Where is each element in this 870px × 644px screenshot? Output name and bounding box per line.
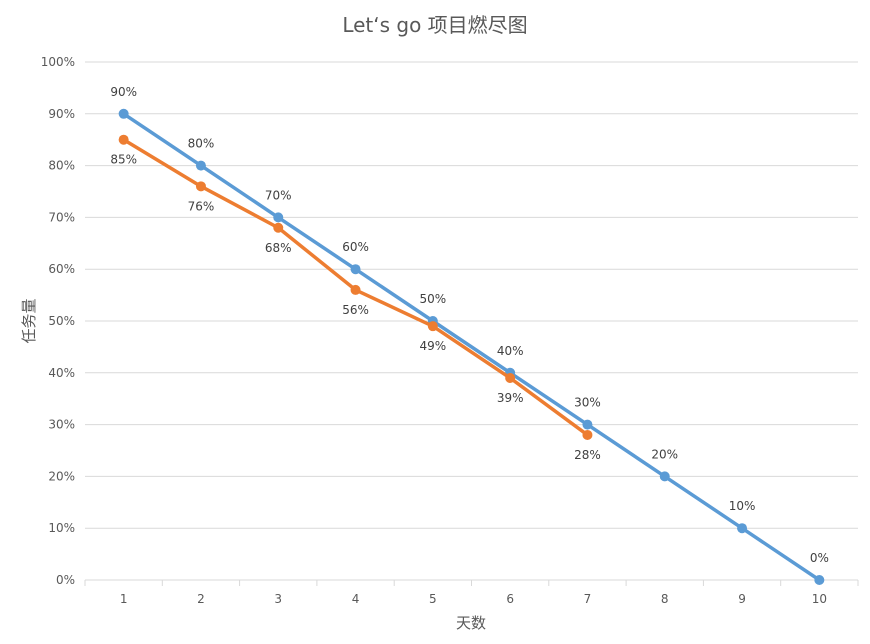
data-point <box>350 264 361 275</box>
data-point <box>582 429 593 440</box>
data-label: 68% <box>265 241 292 255</box>
data-point <box>814 575 825 585</box>
y-axis-title: 任务量 <box>20 298 38 343</box>
data-label: 60% <box>342 240 369 254</box>
data-label: 80% <box>188 137 215 151</box>
y-tick-label: 100% <box>41 55 75 69</box>
data-point <box>582 419 593 430</box>
y-tick-label: 70% <box>48 210 75 224</box>
data-point <box>195 160 206 171</box>
data-point <box>273 212 284 223</box>
y-tick-label: 90% <box>48 107 75 121</box>
data-label: 28% <box>574 448 601 462</box>
data-point <box>737 523 748 534</box>
y-tick-label: 60% <box>48 262 75 276</box>
data-label: 70% <box>265 188 292 202</box>
data-label: 85% <box>110 153 137 167</box>
x-tick-label: 3 <box>274 592 282 606</box>
data-label: 50% <box>420 292 447 306</box>
gridlines <box>85 61 858 581</box>
data-label: 90% <box>110 85 137 99</box>
data-label: 76% <box>188 199 215 213</box>
x-tick-label: 9 <box>738 592 746 606</box>
data-point <box>350 284 361 295</box>
x-tick-label: 2 <box>197 592 205 606</box>
data-point <box>118 134 129 145</box>
y-tick-label: 30% <box>48 418 75 432</box>
y-tick-label: 50% <box>48 314 75 328</box>
data-point <box>273 222 284 233</box>
y-tick-label: 20% <box>48 469 75 483</box>
x-tick-label: 1 <box>120 592 128 606</box>
data-label: 49% <box>420 339 447 353</box>
y-tick-label: 40% <box>48 366 75 380</box>
data-label: 30% <box>574 396 601 410</box>
chart-title: Let‘s go 项目燃尽图 <box>342 13 527 37</box>
series-line-0 <box>122 112 821 582</box>
x-tick-label: 8 <box>661 592 669 606</box>
x-tick-label: 4 <box>352 592 360 606</box>
x-tick-label: 10 <box>812 592 827 606</box>
data-label: 40% <box>497 344 524 358</box>
x-tick-label: 5 <box>429 592 437 606</box>
data-point <box>118 108 129 119</box>
series: 90% 80% 70% 60% 50% 40% 30% 20% 10% 0% 85% 76% 68% 56… <box>110 85 829 585</box>
x-axis-title: 天数 <box>456 614 486 632</box>
x-tick-label: 6 <box>506 592 514 606</box>
y-tick-label: 10% <box>48 521 75 535</box>
data-label: 56% <box>342 303 369 317</box>
data-label: 0% <box>810 551 829 565</box>
axes: 0%10%20%30%40%50%60%70%80%90%100%1 2 3 4 5 6 7… <box>41 55 859 606</box>
data-label: 10% <box>729 499 756 513</box>
data-label: 20% <box>651 447 678 461</box>
y-tick-label: 80% <box>48 159 75 173</box>
data-point <box>195 181 206 192</box>
data-point <box>659 471 670 482</box>
data-point <box>427 321 438 332</box>
y-tick-label: 0% <box>56 573 75 587</box>
data-point <box>505 372 516 383</box>
data-label: 39% <box>497 391 524 405</box>
x-tick-label: 7 <box>584 592 592 606</box>
